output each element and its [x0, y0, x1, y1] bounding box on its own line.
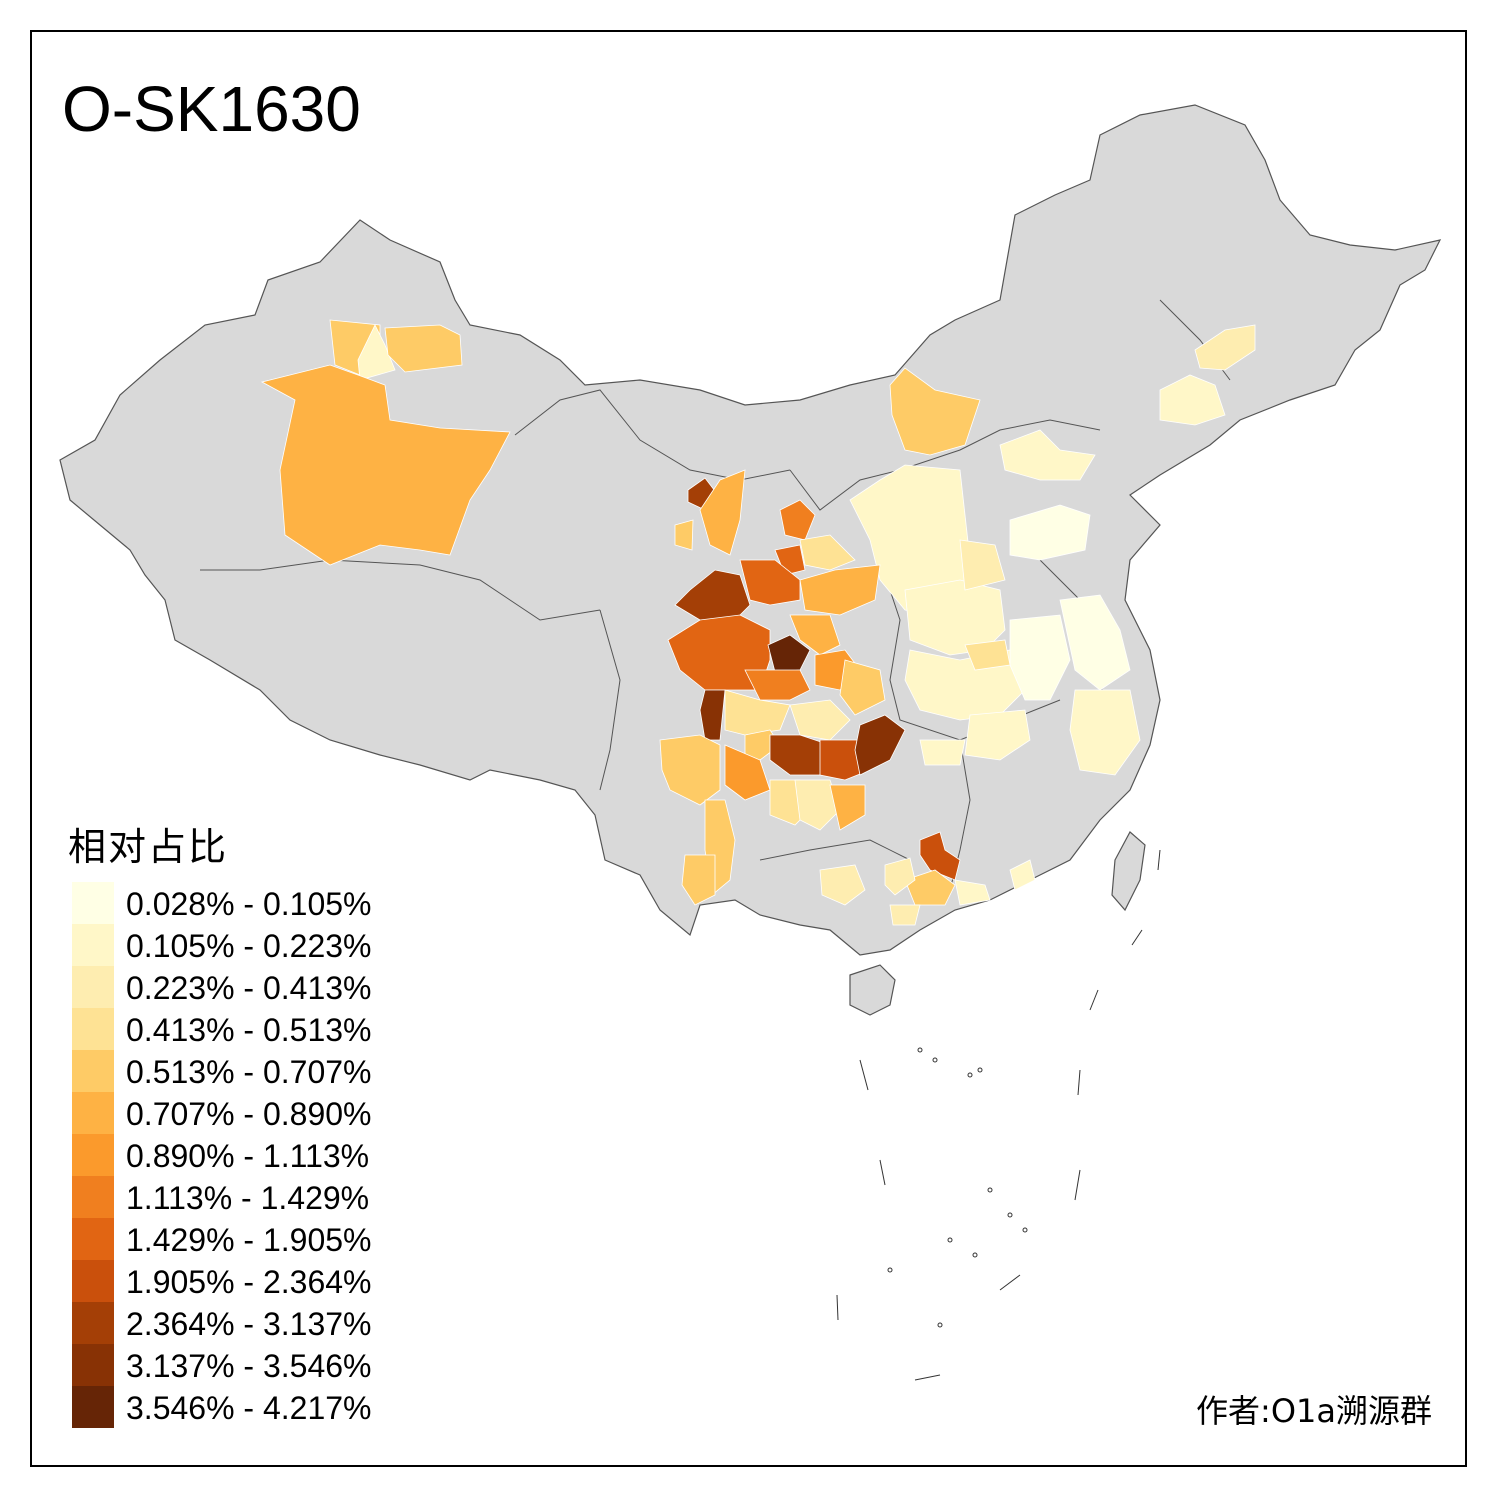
region-fills	[260, 319, 1256, 926]
region-gd-2	[904, 869, 956, 906]
legend-swatch	[72, 1386, 114, 1428]
region-sc-c2	[789, 614, 841, 656]
legend-label: 0.028% - 0.105%	[126, 886, 372, 922]
legend-swatch	[72, 1302, 114, 1344]
legend-label: 2.364% - 3.137%	[126, 1306, 372, 1342]
region-gs-3	[674, 519, 694, 551]
legend-label: 1.113% - 1.429%	[126, 1180, 370, 1216]
legend-label: 0.513% - 0.707%	[126, 1054, 372, 1090]
legend-swatch	[72, 1218, 114, 1260]
legend-swatch	[72, 1344, 114, 1386]
region-nm-1	[889, 367, 981, 456]
legend-swatch	[72, 1134, 114, 1176]
region-gx-1	[819, 864, 866, 906]
region-jiangsu	[1059, 594, 1131, 691]
region-xj-2	[357, 324, 396, 381]
region-zhejiang	[1069, 689, 1141, 776]
map-frame	[30, 30, 1467, 1467]
legend-swatch	[72, 1176, 114, 1218]
region-xj-main	[260, 364, 511, 566]
legend-swatch	[72, 1050, 114, 1092]
legend-swatch	[72, 924, 114, 966]
region-gd-5	[954, 879, 991, 906]
region-sc-s2	[789, 699, 851, 741]
region-shx-1	[799, 564, 881, 616]
region-sc-s1	[724, 689, 791, 736]
region-sc-w1	[699, 689, 726, 741]
region-gz-7	[829, 784, 866, 831]
region-gz-6	[794, 779, 841, 831]
region-hb-1	[999, 429, 1096, 481]
region-yn-n	[659, 734, 721, 806]
region-shx-2	[799, 534, 856, 571]
legend-swatch	[72, 1008, 114, 1050]
region-gs-2	[699, 469, 746, 556]
region-gd-1	[919, 831, 961, 881]
region-yn-2	[681, 854, 716, 906]
region-hen-2	[959, 539, 1006, 591]
region-sc-dark	[767, 634, 811, 673]
legend-label: 0.890% - 1.113%	[126, 1138, 370, 1174]
region-ln-1	[1159, 374, 1226, 426]
mainland-outline	[59, 104, 1442, 956]
taiwan-island	[1111, 831, 1146, 912]
legend-label: 1.429% - 1.905%	[126, 1222, 372, 1258]
legend-label: 0.223% - 0.413%	[126, 970, 372, 1006]
region-xj-3	[384, 324, 463, 373]
region-gd-3	[884, 857, 916, 896]
hainan-island	[849, 964, 896, 1016]
region-cq-2	[839, 659, 886, 716]
legend-label: 0.707% - 0.890%	[126, 1096, 372, 1132]
legend-label: 3.137% - 3.546%	[126, 1348, 372, 1384]
region-gz-3	[854, 714, 906, 776]
legend-label: 1.905% - 2.364%	[126, 1264, 372, 1300]
legend-label: 0.413% - 0.513%	[126, 1012, 372, 1048]
legend-swatch	[72, 1260, 114, 1302]
region-gd-4	[889, 904, 921, 926]
region-hunan-e	[919, 739, 966, 766]
legend-label: 0.105% - 0.223%	[126, 928, 372, 964]
legend-swatch	[72, 1092, 114, 1134]
legend-swatch	[72, 966, 114, 1008]
region-sd-1	[1009, 504, 1091, 561]
map-title: O-SK1630	[62, 73, 361, 145]
legend-swatch	[72, 882, 114, 924]
legend-label: 3.546% - 4.217%	[126, 1390, 372, 1426]
region-jiangxi	[964, 709, 1031, 761]
legend-title: 相对占比	[68, 825, 229, 869]
region-anhui	[1009, 614, 1071, 701]
region-nx-1	[779, 499, 816, 541]
south-sea-islands	[836, 849, 1161, 1381]
region-jl-1	[1194, 324, 1256, 371]
region-fj-1	[1009, 859, 1036, 891]
region-gz-4	[724, 744, 771, 801]
author-credit: 作者:O1a溯源群	[1196, 1392, 1432, 1430]
region-sc-n2	[739, 559, 801, 606]
